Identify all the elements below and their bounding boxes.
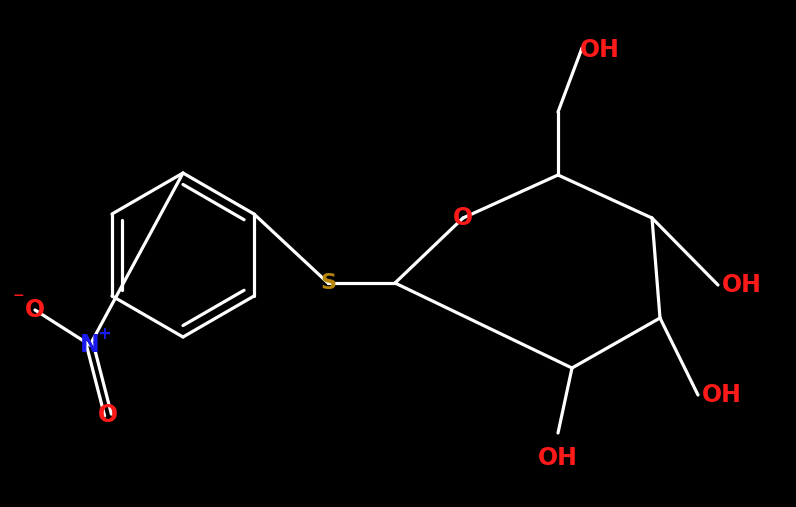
Text: +: + [97, 325, 111, 343]
Text: OH: OH [702, 383, 742, 407]
Text: OH: OH [538, 446, 578, 470]
Text: O: O [25, 298, 45, 322]
Text: O: O [453, 206, 473, 230]
Text: S: S [320, 273, 336, 293]
Text: OH: OH [722, 273, 762, 297]
Text: N: N [80, 333, 100, 357]
Text: OH: OH [580, 38, 620, 62]
Text: ⁻: ⁻ [12, 290, 24, 310]
Text: O: O [98, 403, 118, 427]
